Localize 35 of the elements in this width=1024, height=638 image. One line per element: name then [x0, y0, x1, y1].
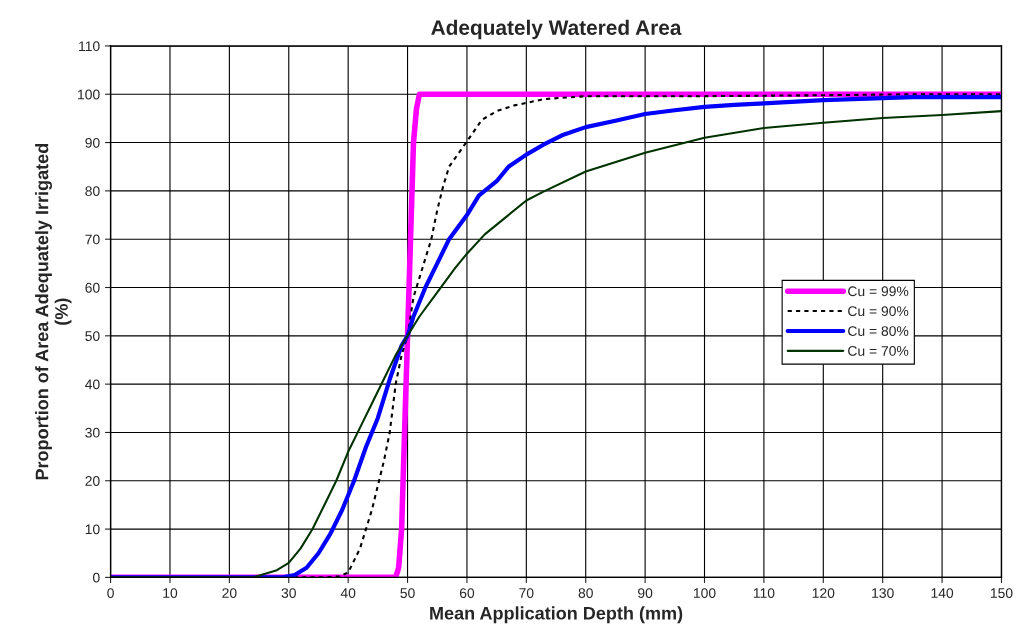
x-tick-label: 30 — [281, 588, 296, 599]
y-tick-label: 70 — [85, 234, 100, 245]
y-tick-label: 90 — [85, 137, 100, 148]
x-tick-label: 40 — [340, 588, 356, 599]
y-tick-label: 20 — [85, 476, 100, 486]
y-tick-label: 50 — [85, 331, 100, 341]
legend-label: Cu = 99% — [848, 286, 909, 297]
legend-label: Cu = 90% — [848, 306, 909, 317]
x-tick-label: 20 — [222, 588, 237, 599]
y-tick-label: 100 — [78, 89, 100, 100]
x-tick-label: 150 — [990, 588, 1013, 599]
x-tick-label: 130 — [872, 588, 894, 599]
x-tick-label: 110 — [753, 588, 775, 599]
x-tick-label: 120 — [812, 588, 835, 599]
x-tick-label: 80 — [578, 588, 593, 599]
y-tick-label: 80 — [85, 186, 100, 197]
x-tick-label: 90 — [638, 588, 653, 599]
x-axis-title: Mean Application Depth (mm) — [430, 606, 683, 624]
legend-label: Cu = 80% — [848, 326, 909, 336]
y-tick-label: 30 — [85, 427, 100, 438]
x-tick-label: 50 — [400, 588, 415, 599]
x-tick-label: 60 — [459, 588, 475, 599]
y-tick-label: 60 — [85, 282, 100, 293]
x-tick-label: 140 — [931, 588, 954, 599]
chart-title: Adequately Watered Area — [431, 19, 682, 40]
y-tick-label: 10 — [85, 524, 100, 535]
x-tick-label: 0 — [107, 588, 114, 599]
y-tick-label: 110 — [79, 41, 100, 52]
legend-label: Cu = 70% — [848, 346, 909, 356]
x-tick-label: 100 — [693, 588, 716, 599]
x-tick-label: 10 — [163, 588, 178, 599]
y-axis-title: Proportion of Area Adequately Irrigated (%) — [35, 143, 72, 480]
y-tick-label: 40 — [85, 379, 100, 390]
y-tick-label: 0 — [92, 572, 100, 583]
x-tick-label: 70 — [519, 588, 534, 599]
